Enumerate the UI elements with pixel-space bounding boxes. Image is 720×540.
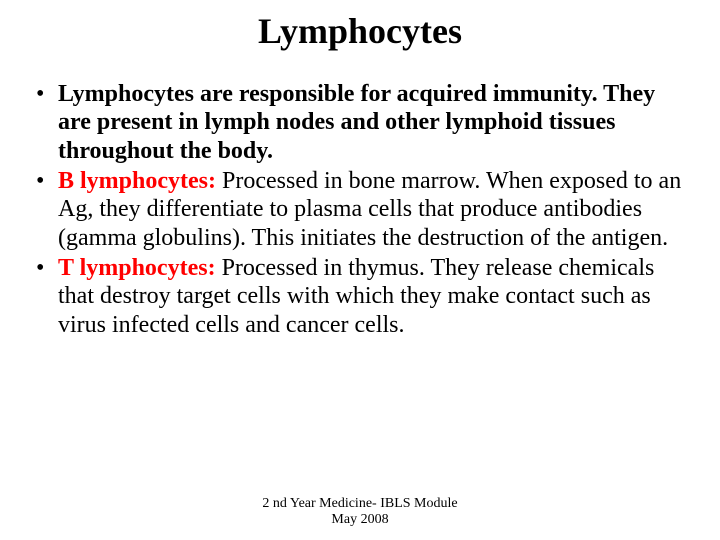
slide-title: Lymphocytes: [30, 10, 690, 52]
list-item: T lymphocytes: Processed in thymus. They…: [30, 254, 690, 339]
bullet-bold-lead: Lymphocytes are responsible for acquired…: [58, 81, 655, 164]
slide-footer: 2 nd Year Medicine- IBLS Module May 2008: [0, 496, 720, 528]
bullet-list: Lymphocytes are responsible for acquired…: [30, 80, 690, 339]
footer-line1: 2 nd Year Medicine- IBLS Module: [0, 496, 720, 512]
list-item: B lymphocytes: Processed in bone marrow.…: [30, 167, 690, 252]
list-item: Lymphocytes are responsible for acquired…: [30, 80, 690, 165]
bullet-red-lead: T lymphocytes:: [58, 255, 216, 281]
slide-container: Lymphocytes Lymphocytes are responsible …: [0, 0, 720, 540]
footer-line2: May 2008: [0, 512, 720, 528]
bullet-red-lead: B lymphocytes:: [58, 168, 216, 194]
